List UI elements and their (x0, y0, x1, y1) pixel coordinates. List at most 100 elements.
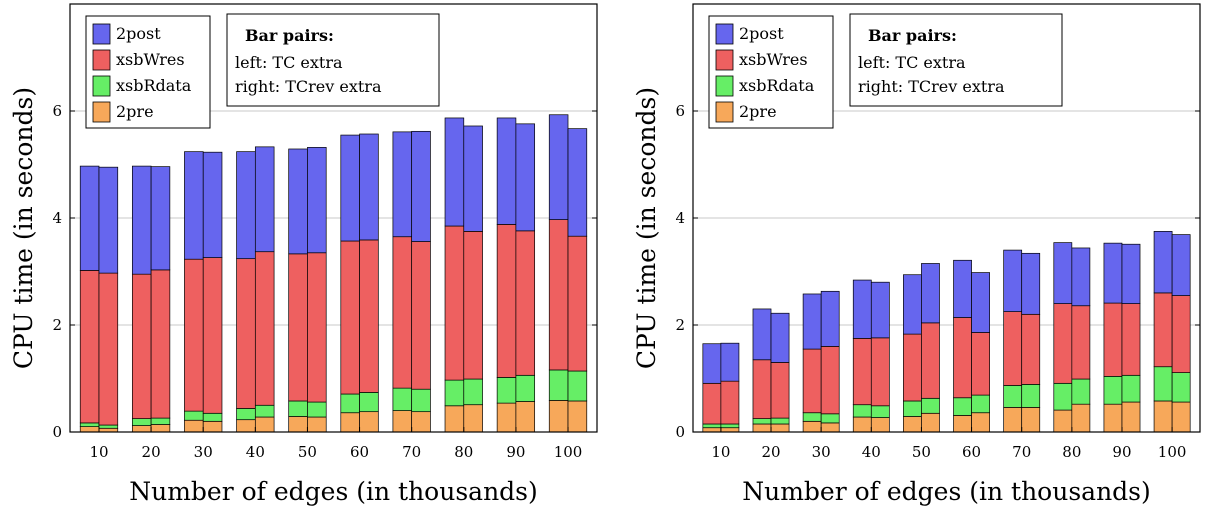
bar-segment-2pre (702, 427, 722, 433)
bar-segment-2post (921, 263, 940, 324)
bar-segment-2pre (770, 423, 790, 433)
bar-segment-2pre (1103, 403, 1123, 433)
bar-segment-xsbWres (463, 231, 483, 380)
bar-segment-xsbWres (288, 253, 308, 402)
bar-segment-xsbWres (202, 257, 223, 414)
legend-swatch-xsbRdata (92, 75, 111, 97)
bar-segment-xsbWres (971, 332, 990, 396)
legend-label: xsbRdata (739, 76, 815, 95)
bar-segment-xsbRdata (1103, 376, 1123, 405)
bar-segment-2post (184, 151, 204, 260)
bar-segment-2post (1103, 242, 1123, 304)
bar-segment-xsbRdata (340, 393, 360, 414)
note-line: left: TC extra (235, 53, 343, 72)
bar-segment-2post (702, 343, 722, 384)
bar-segment-2pre (567, 400, 588, 433)
bar-segment-xsbWres (184, 258, 204, 412)
bar-segment-2post (1153, 231, 1173, 294)
bar-segment-xsbWres (254, 251, 275, 406)
bar-segment-xsbRdata (79, 422, 100, 427)
x-tick-label: 90 (1112, 443, 1131, 461)
bar-segment-2post (971, 272, 990, 333)
bar-segment-2pre (131, 425, 152, 433)
note-title: Bar pairs: (868, 26, 957, 45)
bar-segment-xsbWres (567, 235, 588, 372)
bar-segment-xsbRdata (702, 423, 722, 429)
legend-label: xsbRdata (116, 76, 192, 95)
bar-segment-xsbWres (1171, 295, 1191, 373)
bar-segment-2post (236, 151, 256, 260)
bar-segment-2pre (820, 422, 840, 433)
bar-segment-2post (463, 125, 483, 232)
bar-segment-2pre (359, 411, 379, 433)
x-tick-label: 40 (246, 443, 265, 461)
bar-segment-2post (567, 128, 588, 237)
bar-segment-xsbRdata (98, 424, 119, 429)
bar-segment-xsbWres (98, 272, 119, 426)
bar-segment-xsbWres (1121, 303, 1141, 376)
x-tick-label: 30 (812, 443, 831, 461)
bar-segment-xsbWres (515, 230, 536, 376)
x-axis-title: Number of edges (in thousands) (129, 477, 538, 506)
x-tick-label: 50 (912, 443, 931, 461)
y-axis-title: CPU time (in seconds) (9, 87, 38, 369)
bar-segment-2pre (1003, 407, 1023, 433)
bar-segment-xsbRdata (720, 423, 740, 429)
bar-segment-xsbWres (496, 224, 517, 378)
bar-segment-2post (288, 148, 308, 255)
x-tick-label: 100 (1158, 443, 1187, 461)
bar-segment-xsbRdata (567, 370, 588, 402)
bar-segment-xsbRdata (953, 397, 972, 416)
bar-segment-xsbWres (802, 348, 822, 414)
bar-segment-2post (202, 151, 223, 258)
bar-segment-2pre (202, 420, 223, 433)
bar-segment-2post (1121, 243, 1141, 304)
x-axis-title: Number of edges (in thousands) (742, 477, 1151, 506)
bar-segment-xsbWres (903, 333, 922, 402)
bar-segment-xsbWres (79, 270, 100, 424)
x-tick-label: 30 (194, 443, 213, 461)
legend-label: 2post (739, 24, 784, 43)
bar-segment-xsbRdata (307, 401, 327, 418)
bar-segment-2post (852, 279, 872, 339)
bar-segment-xsbRdata (1021, 384, 1041, 408)
x-tick-label: 60 (962, 443, 981, 461)
bar-segment-2pre (515, 401, 536, 433)
y-axis-title: CPU time (in seconds) (632, 87, 661, 369)
bar-segment-2post (254, 146, 275, 253)
bar-segment-2post (359, 133, 379, 241)
bar-segment-xsbRdata (411, 388, 431, 413)
note-title: Bar pairs: (245, 26, 334, 45)
note-line: right: TCrev extra (235, 77, 382, 96)
bar-segment-2pre (802, 420, 822, 433)
bar-segment-xsbWres (359, 239, 379, 393)
bar-segment-xsbWres (921, 322, 940, 399)
legend-swatch-2pre (715, 101, 734, 123)
bar-segment-xsbRdata (184, 410, 204, 421)
x-tick-label: 40 (862, 443, 881, 461)
bar-segment-2pre (463, 404, 483, 433)
bar-segment-xsbRdata (548, 369, 569, 401)
y-tick-label: 6 (52, 102, 62, 120)
bar-segment-2pre (1021, 407, 1041, 433)
bar-segment-xsbWres (870, 337, 890, 407)
bar-segment-2pre (1171, 401, 1191, 433)
bar-segment-xsbRdata (1003, 385, 1023, 408)
bar-pairs-note: Bar pairs: left: TC extra right: TCrev ext… (226, 13, 440, 107)
legend-label: 2pre (739, 102, 777, 121)
bar-segment-xsbWres (702, 382, 722, 425)
x-tick-label: 90 (506, 443, 525, 461)
bar-segment-2pre (548, 400, 569, 433)
bar-segment-2post (1003, 249, 1023, 312)
bar-segment-2post (770, 312, 790, 363)
x-tick-label: 80 (1062, 443, 1081, 461)
bar-segment-xsbWres (1103, 302, 1123, 377)
x-tick-label: 100 (554, 443, 583, 461)
x-tick-label: 10 (89, 443, 108, 461)
bar-segment-xsbRdata (870, 405, 890, 418)
y-tick-label: 0 (675, 423, 685, 441)
bar-segment-xsbWres (820, 346, 840, 415)
bar-segment-xsbWres (150, 269, 171, 419)
chart-2: 0 2 4 6 10 20 30 40 50 60 70 80 90 100 Number of edges… (632, 3, 1201, 506)
legend: 2post xsbWres xsbRdata 2pre (708, 15, 834, 129)
